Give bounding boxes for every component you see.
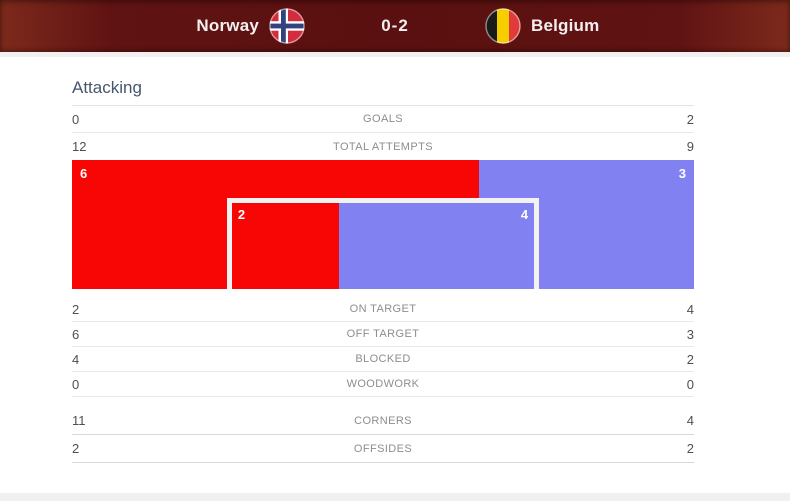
home-value: 6 <box>72 326 80 342</box>
score: 0-2 <box>381 16 409 35</box>
inside-goal-home-value: 2 <box>237 207 246 222</box>
shot-map-outside-goal: 6 3 <box>72 160 694 198</box>
stat-label: OFFSIDES <box>353 442 413 455</box>
shot-map-lower: 2 4 <box>72 198 694 289</box>
stat-label: WOODWORK <box>346 378 420 390</box>
belgium-flag-icon <box>485 8 521 44</box>
home-value: 4 <box>72 351 80 367</box>
norway-flag-icon <box>269 8 305 44</box>
away-value: 2 <box>686 351 694 367</box>
away-value: 2 <box>686 111 694 127</box>
away-team: Belgium <box>440 8 790 44</box>
home-value: 11 <box>72 413 86 428</box>
home-value: 0 <box>72 111 80 127</box>
home-value: 12 <box>72 139 87 154</box>
home-value: 2 <box>72 301 80 317</box>
stat-row-blocked: 4 BLOCKED 2 <box>72 347 694 372</box>
stat-row-woodwork: 0 WOODWORK 0 <box>72 372 694 397</box>
away-value: 9 <box>686 139 694 154</box>
outside-goal-away-value: 3 <box>678 166 686 181</box>
stat-row-off-target: 6 OFF TARGET 3 <box>72 322 694 347</box>
outside-goal-home-bar: 6 <box>72 160 479 198</box>
away-value: 2 <box>686 441 694 456</box>
home-side-zone <box>72 198 227 289</box>
away-value: 4 <box>686 413 694 428</box>
shot-map: 6 3 2 4 <box>72 160 694 289</box>
stat-label: BLOCKED <box>355 353 411 365</box>
outside-goal-home-value: 6 <box>80 166 88 181</box>
away-value: 4 <box>686 301 694 317</box>
match-header: Norway 0-2 Belgium <box>0 0 790 52</box>
stat-label: ON TARGET <box>349 303 417 315</box>
inside-goal-away-bar: 4 <box>339 203 535 289</box>
home-team: Norway <box>0 8 350 44</box>
stat-row-goals: 0 GOALS 2 <box>72 106 694 133</box>
away-value: 0 <box>686 376 694 392</box>
stat-label: TOTAL ATTEMPTS <box>333 140 433 153</box>
stat-row-offsides: 2 OFFSIDES 2 <box>72 435 694 463</box>
section-title: Attacking <box>72 78 694 106</box>
attacking-stats-card: Attacking 0 GOALS 2 12 TOTAL ATTEMPTS 9 … <box>0 57 790 493</box>
home-team-name: Norway <box>196 16 259 35</box>
stat-row-corners: 11 CORNERS 4 <box>72 407 694 435</box>
home-value: 0 <box>72 376 80 392</box>
away-team-name: Belgium <box>531 16 600 35</box>
stat-label: CORNERS <box>354 414 412 427</box>
stat-label: OFF TARGET <box>346 328 420 340</box>
away-value: 3 <box>686 326 694 342</box>
goal-frame: 2 4 <box>226 198 540 289</box>
inside-goal-home-bar: 2 <box>231 203 340 289</box>
stat-row-on-target: 2 ON TARGET 4 <box>72 297 694 322</box>
outside-goal-away-bar: 3 <box>478 160 694 198</box>
home-value: 2 <box>72 441 80 456</box>
set-pieces-group: 11 CORNERS 4 2 OFFSIDES 2 <box>72 407 694 463</box>
away-side-zone <box>539 198 694 289</box>
shots-breakdown-group: 2 ON TARGET 4 6 OFF TARGET 3 4 BLOCKED 2… <box>72 297 694 397</box>
inside-goal-away-value: 4 <box>520 207 529 222</box>
stat-row-total-attempts: 12 TOTAL ATTEMPTS 9 <box>72 133 694 160</box>
stat-label: GOALS <box>363 113 403 125</box>
